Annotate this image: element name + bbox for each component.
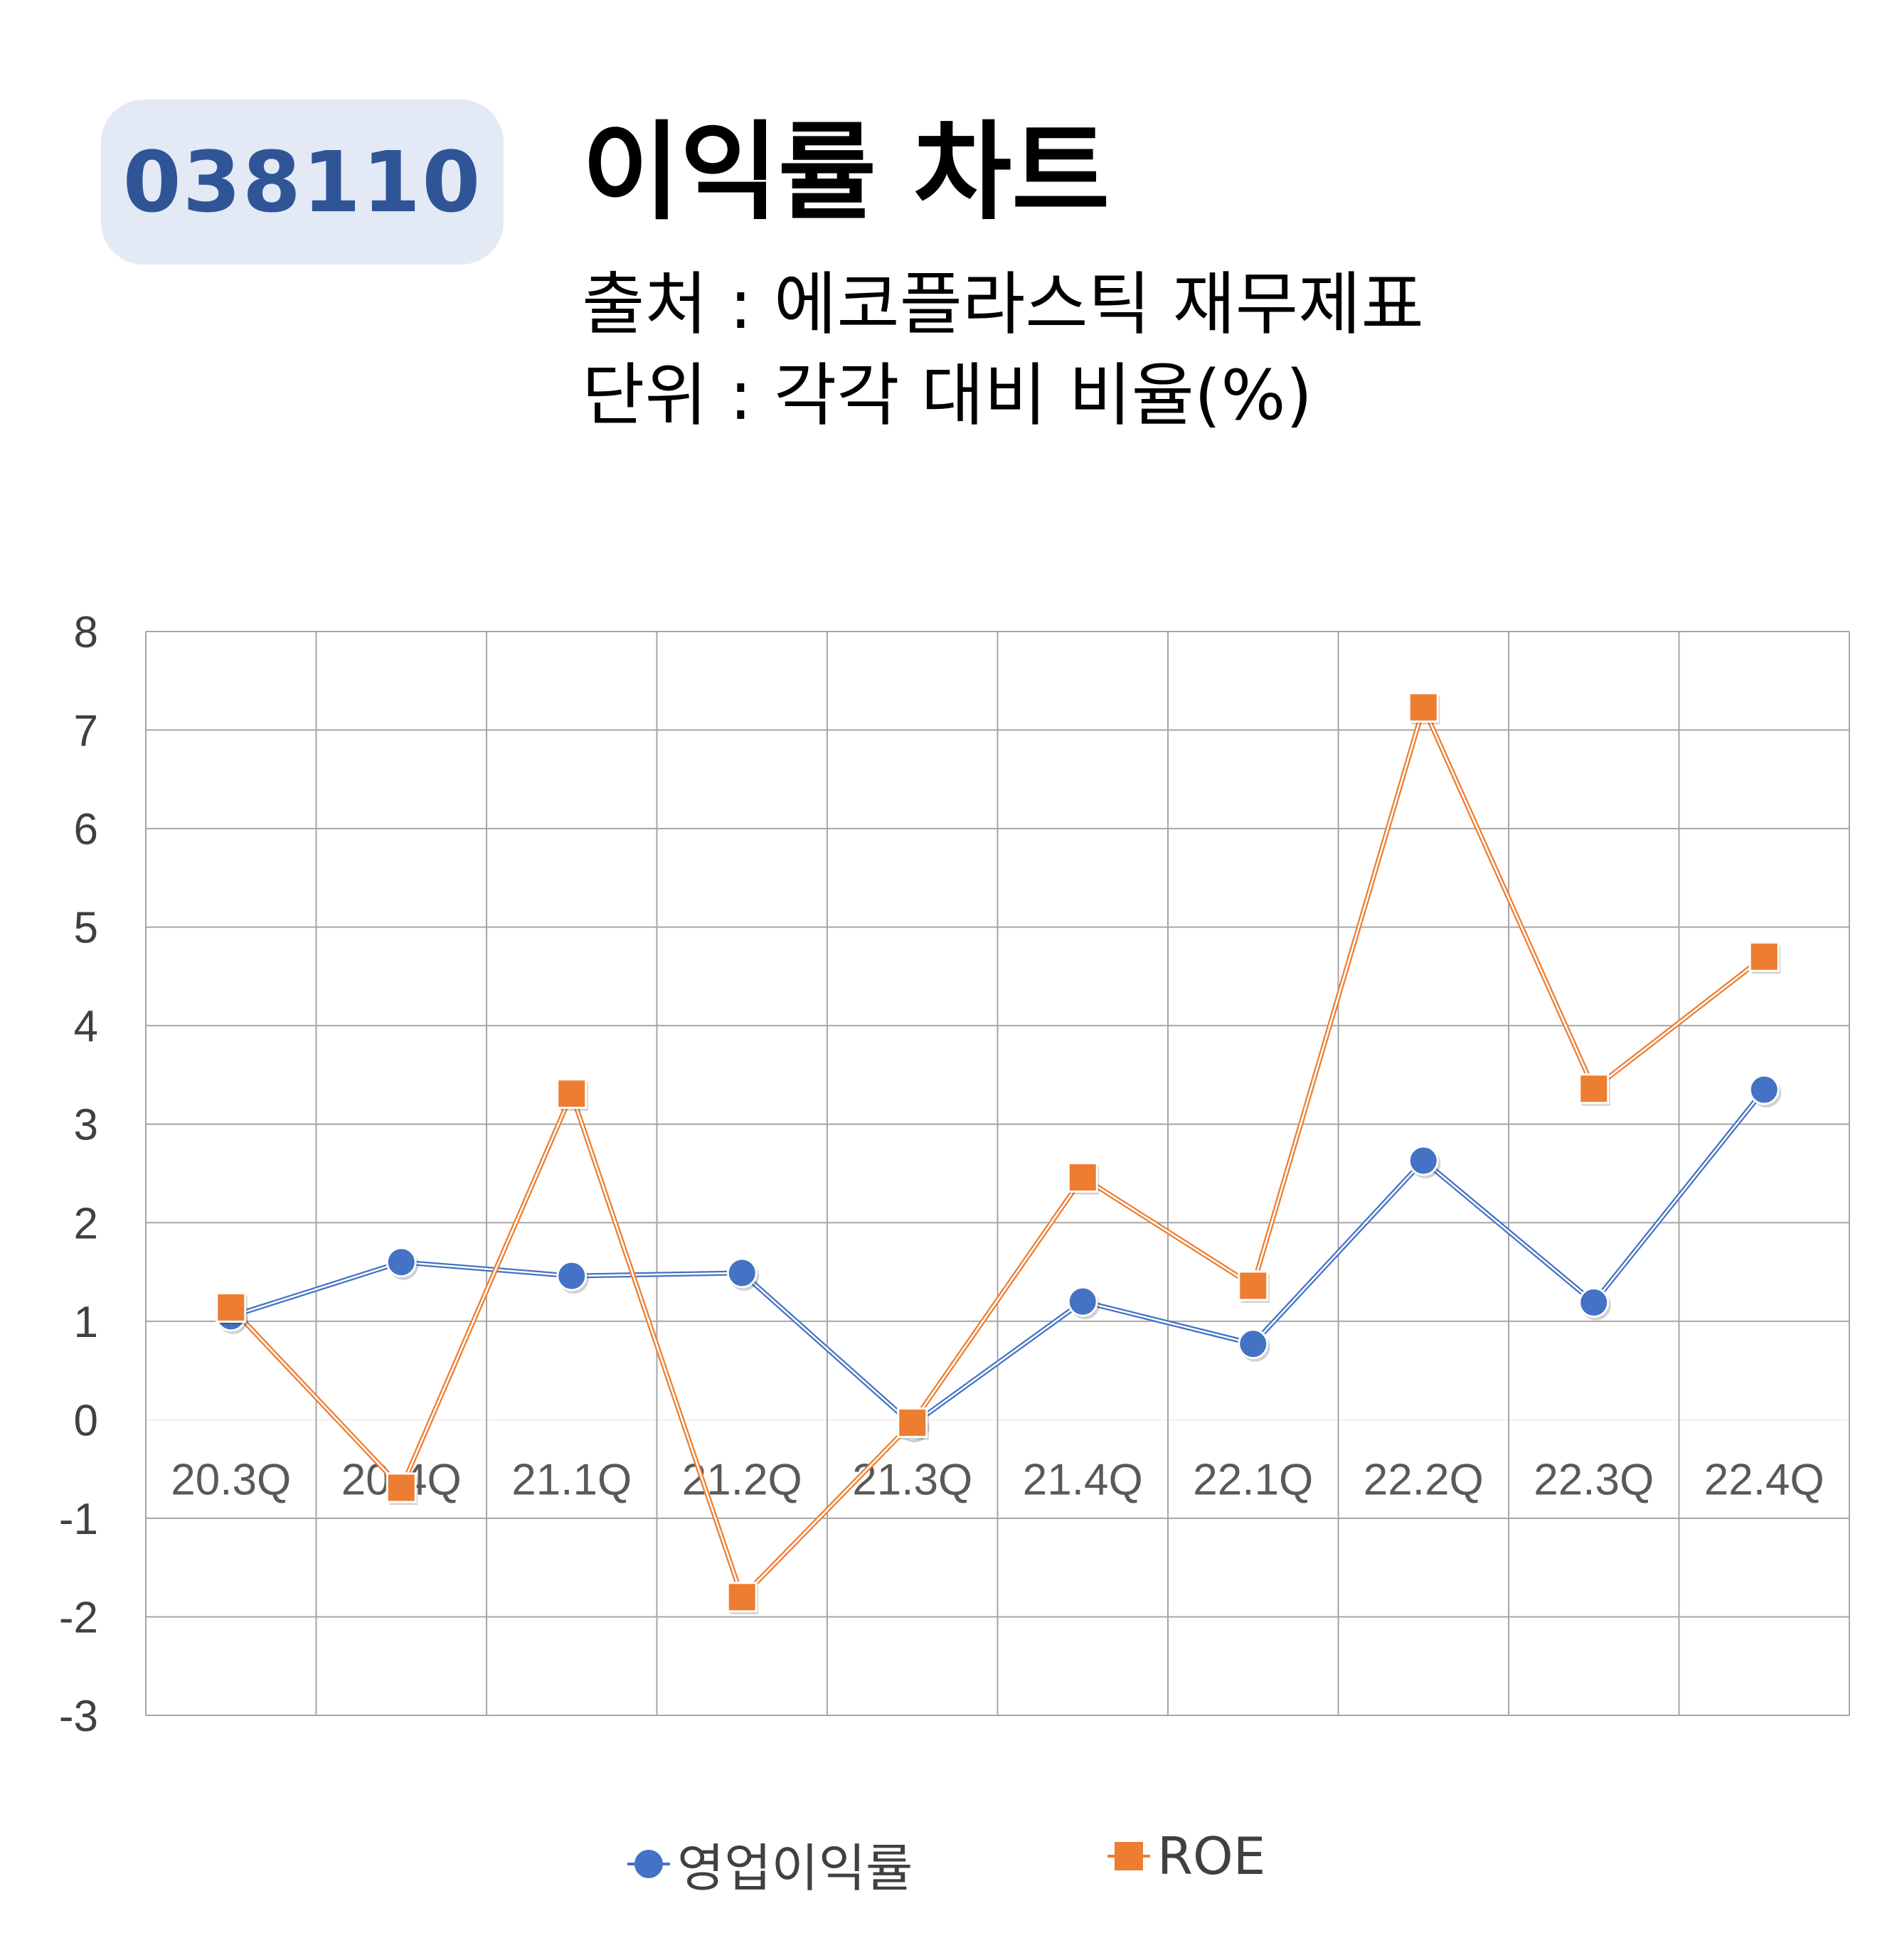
legend-item-series-2: ROE	[1106, 1826, 1265, 1886]
data-point-series-2	[1748, 941, 1780, 972]
y-tick-label: 8	[74, 608, 98, 657]
data-point-series-1	[1067, 1286, 1098, 1317]
y-tick-label: 2	[74, 1199, 98, 1248]
data-point-series-2	[386, 1472, 417, 1503]
y-tick-label: -1	[59, 1495, 98, 1544]
data-point-series-1	[1238, 1328, 1269, 1360]
x-axis-labels: 20.3Q20.4Q21.1Q21.2Q21.3Q21.4Q22.1Q22.2Q…	[171, 1455, 1824, 1504]
chart-title: 이익률 차트	[582, 111, 1110, 235]
y-tick-label: 4	[74, 1002, 98, 1051]
data-point-series-1	[386, 1247, 417, 1278]
stock-code-badge: 038110	[101, 100, 504, 265]
x-tick-label: 21.1Q	[511, 1455, 632, 1504]
legend-item-series-1: 영업이익률	[626, 1826, 913, 1901]
data-point-series-1	[1408, 1145, 1439, 1176]
data-point-series-1	[1578, 1287, 1610, 1318]
chart-grid	[145, 631, 1850, 1716]
x-tick-label: 21.4Q	[1023, 1455, 1143, 1504]
square-marker-icon	[1107, 1842, 1150, 1870]
y-tick-label: 3	[74, 1101, 98, 1150]
circle-marker-icon	[627, 1849, 670, 1878]
data-point-series-1	[726, 1257, 758, 1289]
y-tick-label: 0	[74, 1396, 98, 1445]
x-tick-label: 22.4Q	[1704, 1455, 1824, 1504]
data-point-series-2	[216, 1291, 247, 1323]
unit-line: 단위 : 각각 대비 비율(%)	[582, 356, 1313, 435]
data-point-series-2	[1408, 692, 1439, 723]
y-tick-label: -3	[59, 1692, 98, 1741]
x-tick-label: 22.2Q	[1364, 1455, 1484, 1504]
y-axis-ticks: 8 7 6 5 4 3 2 1 0 -1 -2 -3	[59, 608, 98, 1741]
series-markers	[216, 692, 1782, 1614]
series-lines	[229, 705, 1766, 1600]
x-tick-label: 22.1Q	[1193, 1455, 1313, 1504]
y-tick-label: 1	[74, 1298, 98, 1347]
data-point-series-2	[726, 1582, 758, 1613]
data-point-series-2	[897, 1407, 928, 1439]
stock-code: 038110	[122, 133, 482, 231]
y-tick-label: 7	[74, 707, 98, 756]
source-line: 출처 : 에코플라스틱 재무제표	[582, 265, 1424, 344]
y-tick-label: -2	[59, 1593, 98, 1642]
data-point-series-2	[1238, 1270, 1269, 1301]
x-tick-label: 22.3Q	[1534, 1455, 1654, 1504]
data-point-series-2	[1067, 1162, 1098, 1193]
legend-label-series-1: 영업이익률	[677, 1838, 913, 1898]
x-tick-label: 20.3Q	[171, 1455, 291, 1504]
y-tick-label: 6	[74, 805, 98, 854]
data-point-series-1	[556, 1260, 588, 1291]
y-tick-label: 5	[74, 904, 98, 953]
series-line-inner-2	[230, 706, 1765, 1598]
data-point-series-2	[1578, 1073, 1610, 1104]
data-point-series-2	[556, 1078, 588, 1109]
legend-label-series-2: ROE	[1157, 1826, 1266, 1886]
series-line-inner-1	[230, 1089, 1765, 1426]
data-point-series-1	[1748, 1074, 1780, 1105]
